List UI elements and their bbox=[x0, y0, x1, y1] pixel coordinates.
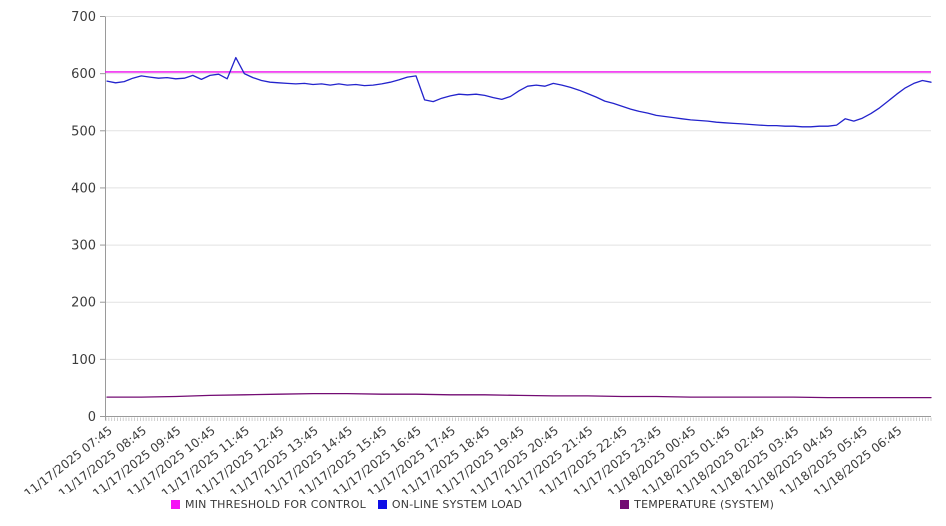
y-axis-label: 300 bbox=[71, 239, 96, 254]
y-axis-label: 600 bbox=[71, 67, 96, 82]
legend-swatch-system-load-icon bbox=[377, 500, 387, 509]
y-axis-label: 700 bbox=[71, 10, 96, 25]
y-axis-label: 100 bbox=[71, 353, 96, 368]
legend-item-system-load: ON-LINE SYSTEM LOAD bbox=[377, 498, 523, 511]
legend-swatch-temperature-icon bbox=[620, 500, 630, 509]
chart-legend: MIN THRESHOLD FOR CONTROL ON-LINE SYSTEM… bbox=[171, 498, 774, 511]
system-load-line bbox=[106, 56, 932, 128]
y-axis-label: 0 bbox=[88, 410, 96, 425]
temperature-line bbox=[106, 392, 932, 399]
legend-item-min-threshold: MIN THRESHOLD FOR CONTROL bbox=[171, 498, 366, 511]
y-axis-label: 400 bbox=[71, 181, 96, 196]
legend-label-temperature: TEMPERATURE (SYSTEM) bbox=[634, 498, 775, 511]
legend-swatch-min-threshold-icon bbox=[171, 500, 180, 509]
legend-label-system-load: ON-LINE SYSTEM LOAD bbox=[391, 498, 523, 511]
y-axis-label: 500 bbox=[71, 124, 96, 139]
legend-label-min-threshold: MIN THRESHOLD FOR CONTROL bbox=[185, 498, 366, 511]
legend-item-temperature: TEMPERATURE (SYSTEM) bbox=[620, 498, 774, 511]
y-axis-label: 200 bbox=[71, 296, 96, 311]
